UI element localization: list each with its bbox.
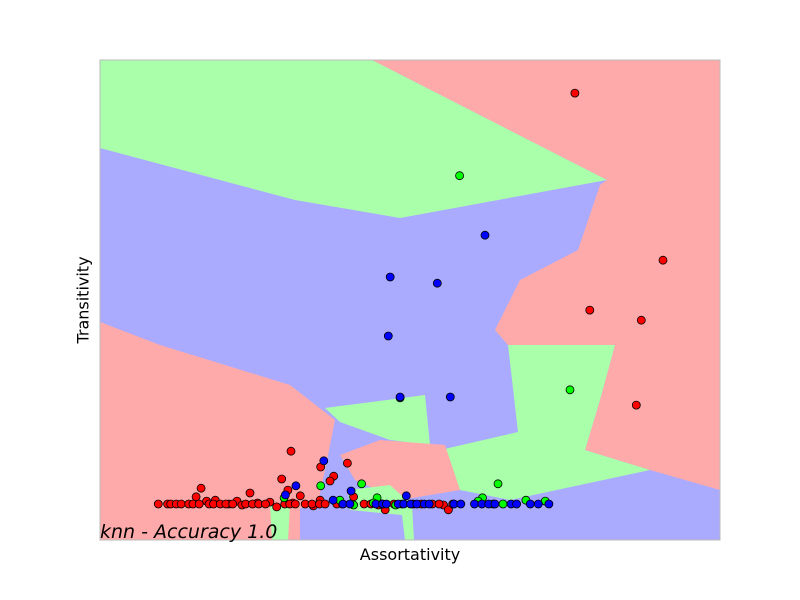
data-point-blue	[401, 491, 411, 501]
region-green-center	[325, 395, 430, 445]
data-point-blue	[381, 499, 391, 509]
region-red-left	[100, 322, 335, 540]
data-points	[153, 88, 668, 515]
data-point-green	[498, 499, 508, 509]
region-red-bottom-center	[340, 440, 460, 500]
data-point-blue	[512, 499, 521, 509]
data-point-red	[290, 499, 300, 509]
data-point-red	[307, 499, 317, 509]
data-point-green	[455, 171, 465, 181]
data-point-green	[493, 479, 503, 489]
data-point-blue	[319, 456, 329, 466]
data-point-red	[434, 499, 444, 509]
data-point-red	[286, 446, 296, 456]
data-point-red	[272, 502, 282, 512]
data-point-green	[316, 481, 326, 491]
data-point-green	[357, 479, 367, 489]
region-green-strip-center	[348, 485, 414, 540]
data-point-blue	[432, 278, 442, 288]
data-point-red	[261, 499, 270, 509]
data-point-blue	[412, 499, 422, 509]
data-point-red	[443, 505, 453, 515]
x-axis-label: Assortativity	[359, 545, 461, 564]
plot-frame	[99, 59, 721, 541]
data-point-red	[153, 499, 163, 509]
region-green-middle-right	[440, 345, 650, 500]
data-point-blue	[445, 392, 455, 402]
data-point-green	[565, 385, 575, 395]
data-point-blue	[291, 481, 301, 491]
region-green-upper	[100, 60, 607, 218]
data-point-red	[295, 491, 305, 501]
accuracy-annotation: knn - Accuracy 1.0	[100, 521, 278, 543]
data-point-red	[277, 474, 287, 484]
data-point-red	[658, 255, 668, 265]
data-point-blue	[544, 499, 554, 509]
data-point-blue	[490, 499, 500, 509]
data-point-blue	[456, 499, 466, 509]
data-point-red	[194, 499, 204, 509]
data-point-red	[325, 476, 335, 486]
data-point-blue	[533, 499, 543, 509]
data-point-blue	[346, 486, 356, 496]
data-point-blue	[395, 392, 405, 402]
data-point-blue	[345, 499, 355, 509]
region-blue-strip-bottom	[300, 508, 324, 540]
y-axis-label: Transitivity	[73, 256, 93, 344]
data-point-blue	[385, 272, 395, 282]
region-red-upper-right	[372, 60, 720, 490]
data-point-red	[191, 492, 201, 502]
data-point-blue	[328, 495, 338, 505]
data-point-blue	[525, 499, 535, 509]
data-point-red	[320, 499, 330, 509]
data-point-red	[631, 400, 641, 410]
data-point-red	[585, 305, 595, 315]
data-point-red	[196, 483, 206, 493]
data-point-blue	[480, 230, 490, 240]
data-point-red	[570, 88, 580, 98]
data-point-blue	[383, 331, 393, 341]
data-point-blue	[470, 499, 479, 509]
data-point-red	[228, 499, 238, 509]
region-green-strip-left	[270, 505, 290, 540]
decision-regions	[100, 60, 720, 540]
data-point-red	[245, 488, 255, 498]
data-point-red	[342, 458, 352, 468]
data-point-red	[176, 499, 186, 509]
data-point-red	[636, 315, 646, 325]
data-point-blue	[424, 499, 434, 509]
data-point-blue	[280, 490, 290, 500]
